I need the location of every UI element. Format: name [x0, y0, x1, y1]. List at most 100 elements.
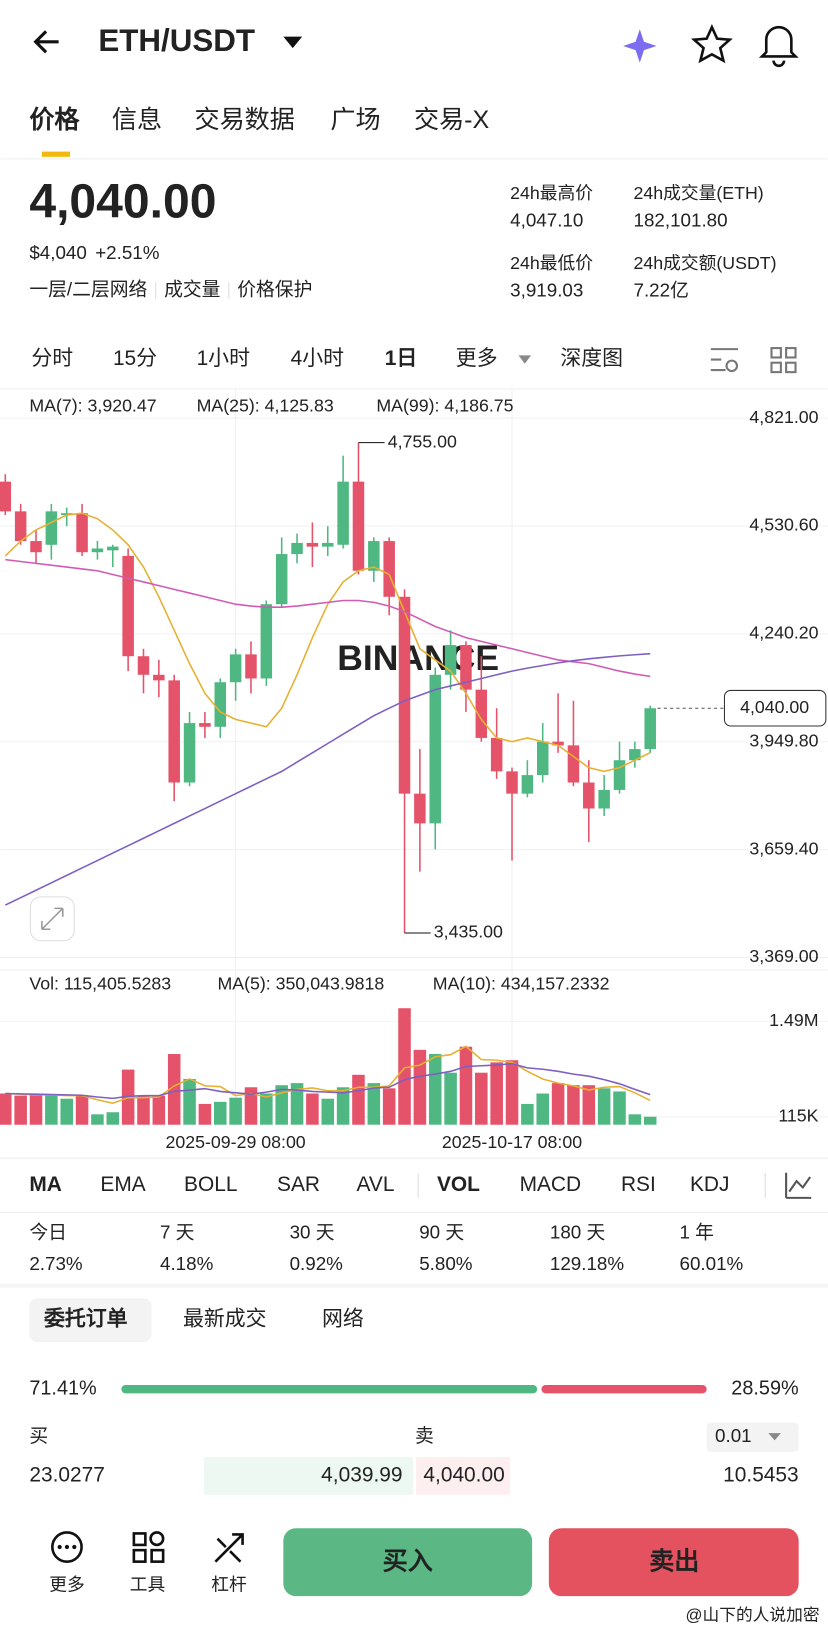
- interval[interactable]: 深度图: [560, 347, 623, 370]
- tools-icon[interactable]: [132, 1531, 165, 1563]
- candle-body: [275, 554, 288, 605]
- legend-entry: MA(5): 350,043.9818: [217, 973, 384, 993]
- stat-value: 7.22亿: [634, 280, 689, 301]
- volume-bar: [444, 1072, 457, 1125]
- volume-bar: [244, 1087, 258, 1125]
- candle-body: [429, 674, 441, 824]
- back-icon[interactable]: [33, 30, 59, 54]
- volume-bar: [613, 1091, 626, 1125]
- buy-label[interactable]: 买入: [383, 1547, 433, 1575]
- price-tag[interactable]: 价格保护: [237, 279, 312, 300]
- period-change: 0.92%: [290, 1253, 344, 1274]
- indicator-tab[interactable]: KDJ: [690, 1173, 729, 1196]
- tool-label[interactable]: 工具: [130, 1574, 166, 1594]
- pair-title[interactable]: ETH/USDT: [98, 23, 255, 58]
- y-tick-label: 4,821.00: [749, 407, 818, 427]
- bell-icon[interactable]: [758, 25, 799, 68]
- indicator-tab[interactable]: RSI: [621, 1173, 656, 1196]
- legend-entry: MA(25): 4,125.83: [197, 395, 334, 415]
- draw-icon[interactable]: [710, 348, 739, 372]
- stat-value: 182,101.80: [634, 210, 728, 231]
- sell-label[interactable]: 卖出: [649, 1547, 699, 1575]
- legend-entry: MA(10): 434,157.2332: [433, 973, 610, 993]
- ask-qty: 10.5453: [723, 1463, 799, 1486]
- volume-bar: [14, 1095, 27, 1125]
- candle-body: [475, 689, 488, 738]
- indicator-tab[interactable]: MACD: [520, 1173, 582, 1196]
- ma-line: [4, 512, 651, 773]
- precision[interactable]: 0.01: [715, 1425, 752, 1446]
- indicator-tab[interactable]: VOL: [437, 1173, 480, 1196]
- draw-icon-dot: [725, 359, 739, 373]
- candle-body: [414, 793, 426, 824]
- tool-label[interactable]: 杠杆: [211, 1574, 247, 1594]
- interval[interactable]: 分时: [31, 347, 73, 370]
- interval[interactable]: 15分: [113, 347, 157, 370]
- layout-icon[interactable]: [770, 347, 797, 374]
- indicator-tab[interactable]: BOLL: [184, 1173, 237, 1196]
- indicator-tab[interactable]: SAR: [277, 1173, 320, 1196]
- volume-bar: [398, 1008, 411, 1125]
- candle-body: [598, 789, 610, 809]
- candle-body: [644, 708, 656, 750]
- volume-bar: [582, 1085, 596, 1125]
- tool-label[interactable]: 更多: [49, 1574, 85, 1594]
- book-tab[interactable]: 最新成交: [183, 1308, 267, 1331]
- more-arrow: [518, 355, 532, 364]
- sell-ratio: 28.59%: [731, 1377, 798, 1399]
- volume-bar: [137, 1095, 150, 1125]
- book-tab[interactable]: 委托订单: [43, 1307, 128, 1331]
- candle-body: [552, 741, 564, 746]
- ma-line: [4, 652, 651, 906]
- more-icon[interactable]: [51, 1531, 83, 1563]
- star-icon[interactable]: [690, 24, 733, 64]
- price-tag[interactable]: 一层/二层网络: [29, 279, 147, 300]
- chart-settings-icon[interactable]: [785, 1172, 812, 1199]
- interval[interactable]: 1日: [385, 347, 418, 370]
- precision-select[interactable]: [706, 1422, 799, 1452]
- volume-bar: [106, 1112, 120, 1125]
- tab[interactable]: 信息: [112, 106, 162, 134]
- stat-label: 24h成交量(ETH): [634, 183, 764, 203]
- period-label: 今日: [29, 1221, 67, 1242]
- volume-bar: [567, 1085, 580, 1125]
- volume-bar: [382, 1088, 396, 1125]
- indicator-tab[interactable]: EMA: [100, 1173, 145, 1196]
- volume-bar: [167, 1053, 181, 1125]
- candle-body: [629, 749, 641, 761]
- book-tab[interactable]: 网络: [322, 1308, 364, 1331]
- tab[interactable]: 价格: [29, 105, 80, 134]
- candle-body: [352, 481, 365, 571]
- candle-body: [60, 513, 73, 516]
- ai-icon[interactable]: [623, 29, 657, 63]
- buy-button[interactable]: [283, 1528, 533, 1597]
- volume-bar: [475, 1072, 488, 1125]
- ma-line: [5, 1045, 651, 1105]
- interval[interactable]: 1小时: [197, 347, 251, 370]
- tab[interactable]: 交易数据: [194, 106, 294, 134]
- tab[interactable]: 交易-X: [414, 106, 490, 134]
- volume-bar: [229, 1097, 242, 1125]
- candle-body: [107, 546, 119, 551]
- period-change: 2.73%: [29, 1253, 83, 1274]
- bid-price: 4,039.99: [321, 1463, 402, 1486]
- interval[interactable]: 更多: [456, 347, 498, 370]
- indicator-tab[interactable]: MA: [29, 1173, 62, 1196]
- volume-bar: [260, 1093, 273, 1125]
- volume-bar: [459, 1046, 473, 1125]
- sell-button[interactable]: [548, 1528, 799, 1597]
- bid-qty: 23.0277: [29, 1463, 105, 1486]
- x-tick-label: 2025-10-17 08:00: [442, 1132, 582, 1152]
- pair-dropdown[interactable]: [283, 36, 303, 49]
- leverage-icon[interactable]: [214, 1533, 244, 1563]
- indicator-tab[interactable]: AVL: [357, 1173, 395, 1196]
- price-tag[interactable]: 成交量: [164, 279, 220, 300]
- volume-bar: [428, 1053, 442, 1125]
- volume-bar: [183, 1078, 196, 1125]
- interval[interactable]: 4小时: [291, 347, 345, 370]
- ask-depth: [416, 1457, 511, 1495]
- tab[interactable]: 广场: [330, 106, 380, 134]
- y-tick-label: 4,240.20: [749, 623, 818, 643]
